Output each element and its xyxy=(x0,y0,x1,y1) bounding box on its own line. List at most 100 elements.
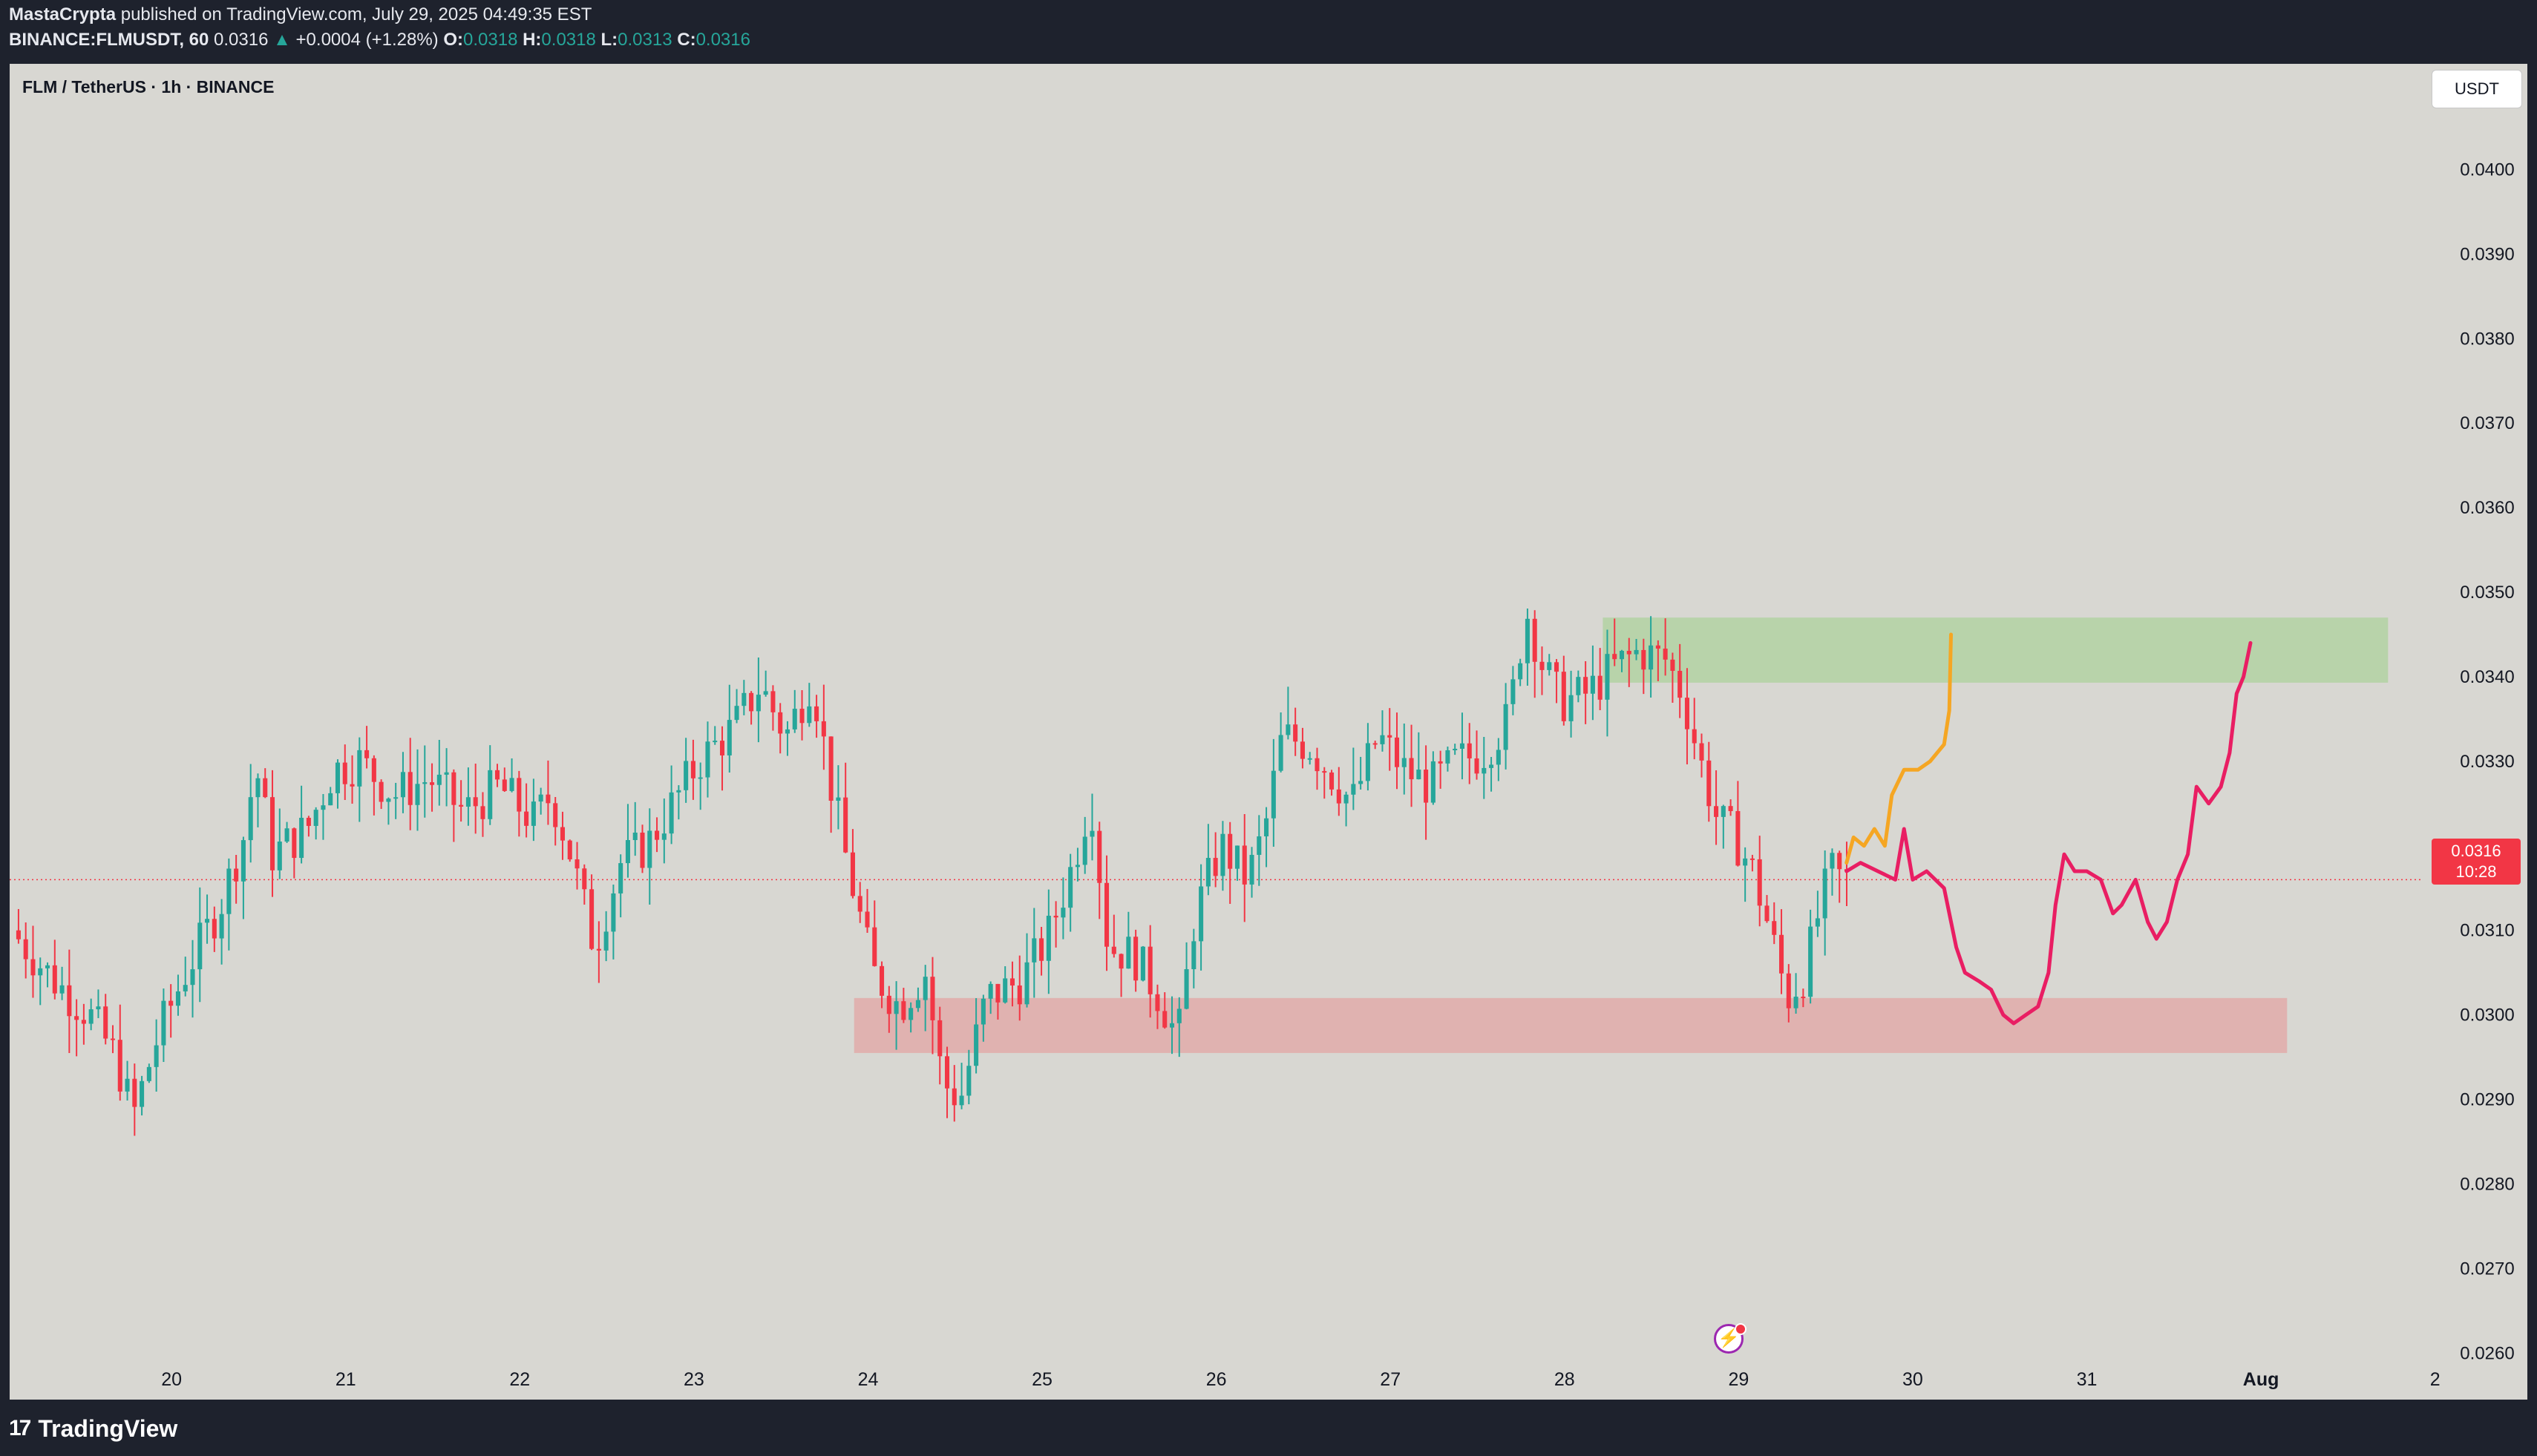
candle-body xyxy=(1459,743,1464,749)
projection-pink-line xyxy=(1844,640,2253,1026)
candle-body xyxy=(183,985,188,991)
candle-body xyxy=(140,1080,145,1107)
candle-body xyxy=(1532,618,1537,662)
candle-body xyxy=(465,797,471,807)
high-label: H: xyxy=(523,30,542,50)
candle-body xyxy=(1343,794,1349,804)
candle-body xyxy=(1365,743,1370,781)
low-value: 0.0313 xyxy=(618,30,672,50)
candle-body xyxy=(393,797,399,799)
candle-body xyxy=(560,827,566,841)
candle-body xyxy=(509,778,514,791)
candle-body xyxy=(915,1000,920,1009)
x-tick-label: 21 xyxy=(335,1369,356,1390)
candle-body xyxy=(684,761,689,790)
candle-body xyxy=(995,983,1001,1003)
candle-body xyxy=(1133,937,1139,981)
candle-body xyxy=(1815,918,1820,927)
candle-body xyxy=(1242,845,1247,885)
price-chart[interactable]: 0.0400 0.0390 0.0380 0.0370 0.0360 0.0350 0.03… xyxy=(10,64,2527,1400)
candle-body xyxy=(1264,818,1269,837)
candle-body xyxy=(1778,934,1784,974)
candle-body xyxy=(909,1008,914,1020)
candle-body xyxy=(248,797,253,841)
candle-body xyxy=(1387,735,1392,738)
candle-body xyxy=(1467,743,1472,758)
currency-button[interactable]: USDT xyxy=(2432,70,2522,108)
candle-body xyxy=(1090,830,1095,837)
candle-body xyxy=(161,1000,166,1046)
candle-body xyxy=(742,692,747,706)
candle-body xyxy=(451,772,456,805)
candle-body xyxy=(1445,750,1450,764)
symbol-info: BINANCE:FLMUSDT, 60 0.0316 ▲ +0.0004 (+1… xyxy=(9,30,750,50)
candle-body xyxy=(117,1040,122,1092)
candle-body xyxy=(1757,859,1762,906)
candle-body xyxy=(430,782,435,785)
candle-body xyxy=(502,779,507,791)
candle-body xyxy=(1576,677,1581,695)
open-label: O: xyxy=(443,30,464,50)
candle-body xyxy=(778,712,783,734)
candle-body xyxy=(1424,770,1429,803)
bar-countdown: 10:28 xyxy=(2455,862,2497,881)
candle-body xyxy=(836,797,841,801)
candle-body xyxy=(212,919,217,939)
candle-body xyxy=(1148,946,1153,994)
candle-body xyxy=(886,995,891,1014)
candle-body xyxy=(1489,764,1494,768)
close-label: C: xyxy=(677,30,696,50)
candle-body xyxy=(103,1006,108,1039)
candle-body xyxy=(1228,833,1233,869)
candle-body xyxy=(1068,867,1073,908)
candle-body xyxy=(263,778,268,798)
candle-body xyxy=(292,828,297,859)
candle-body xyxy=(792,709,797,729)
x-tick-label: 22 xyxy=(509,1369,530,1390)
chart-area[interactable]: 0.0400 0.0390 0.0380 0.0370 0.0360 0.0350 0.03… xyxy=(10,64,2527,1400)
y-tick-label: 0.0350 xyxy=(2460,583,2514,603)
open-value: 0.0318 xyxy=(463,30,518,50)
candle-body xyxy=(632,832,638,841)
candle-body xyxy=(38,968,43,976)
candle-body xyxy=(865,911,870,928)
author-name[interactable]: MastaCrypta xyxy=(9,4,117,24)
x-tick-label: Aug xyxy=(2243,1369,2279,1390)
tradingview-logo[interactable]: 17 TradingView xyxy=(9,1410,177,1447)
y-tick-label: 0.0260 xyxy=(2460,1343,2514,1363)
candle-body xyxy=(1699,743,1704,761)
close-value: 0.0316 xyxy=(695,30,750,50)
candle-body xyxy=(661,833,667,840)
candle-body xyxy=(1199,886,1204,942)
candle-body xyxy=(1764,905,1770,922)
candle-body xyxy=(770,691,776,712)
candle-body xyxy=(1046,915,1051,961)
candle-body xyxy=(1401,758,1407,767)
chart-legend-title: FLM / TetherUS · 1h · BINANCE xyxy=(22,77,275,96)
candle-body xyxy=(67,985,72,1017)
candle-body xyxy=(1749,858,1755,860)
candle-body xyxy=(574,859,580,869)
candle-body xyxy=(625,840,630,864)
candle-body xyxy=(974,1024,979,1066)
candle-body xyxy=(857,896,862,912)
candle-body xyxy=(371,758,376,782)
candle-body xyxy=(1234,845,1240,869)
candle-body xyxy=(407,772,413,805)
x-tick-label: 2 xyxy=(2430,1369,2441,1390)
candle-body xyxy=(459,804,464,807)
x-tick-label: 31 xyxy=(2077,1369,2098,1390)
x-tick-label: 25 xyxy=(1032,1369,1053,1390)
last-price-badge: 0.0316 10:28 xyxy=(2432,839,2521,885)
candle-body xyxy=(1482,767,1487,774)
y-tick-label: 0.0360 xyxy=(2460,498,2514,518)
candle-body xyxy=(364,750,370,758)
candle-body xyxy=(640,832,645,868)
lightning-icon[interactable]: ⚡ xyxy=(1714,1323,1747,1354)
candle-body xyxy=(1539,661,1545,670)
candle-body xyxy=(277,842,282,870)
last-price: 0.0316 xyxy=(214,30,269,50)
candle-body xyxy=(1104,882,1110,947)
candle-body xyxy=(676,790,681,793)
candle-body xyxy=(1641,649,1646,670)
